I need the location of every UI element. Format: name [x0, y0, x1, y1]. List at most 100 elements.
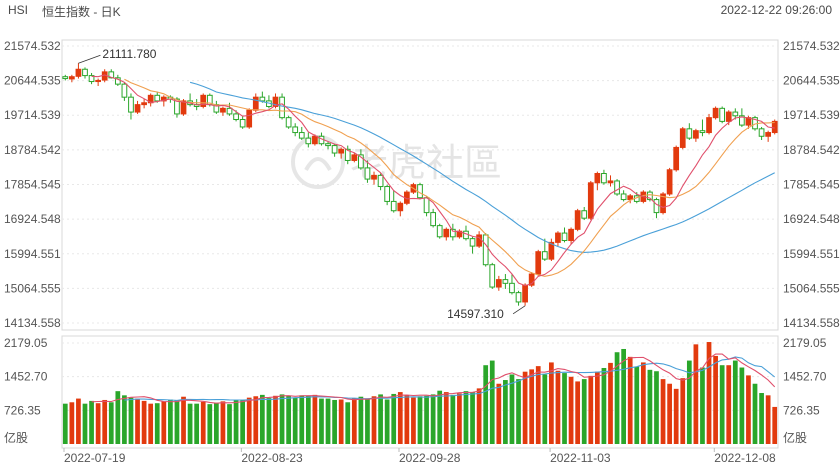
candle-body	[535, 251, 542, 275]
price-axis-left-tick: 18784.542	[4, 143, 61, 157]
candle-body	[679, 128, 686, 148]
volume-bar	[759, 393, 764, 444]
volume-bar	[732, 360, 738, 444]
volume-bar	[443, 392, 449, 444]
volume-bar	[82, 403, 88, 444]
volume-ma5-line	[91, 353, 776, 404]
volume-bar	[496, 383, 502, 444]
volume-bar	[411, 397, 416, 444]
price-axis-left-tick: 17854.545	[4, 178, 61, 192]
price-axis-left-tick: 19714.539	[4, 108, 61, 122]
candle-body	[312, 135, 318, 145]
volume-bar	[430, 394, 436, 444]
volume-bar	[575, 381, 581, 444]
price-axis-right-tick: 15064.555	[783, 281, 840, 295]
candle-body	[548, 241, 555, 260]
volume-bar	[752, 383, 758, 444]
candle-body	[423, 197, 430, 214]
volume-bar	[614, 352, 620, 444]
volume-bar	[746, 375, 751, 444]
volume-bar	[214, 402, 219, 444]
volume-bar	[594, 371, 600, 444]
candle-body	[344, 148, 351, 161]
candle-body	[272, 96, 279, 107]
volume-bar	[397, 392, 403, 444]
candle-body	[252, 96, 259, 111]
volume-bar	[509, 374, 515, 444]
volume-bar	[371, 396, 377, 444]
candle-body	[482, 234, 489, 266]
volume-bar	[693, 344, 699, 444]
volume-bar	[549, 362, 554, 444]
volume-bar	[417, 396, 423, 444]
volume-bar	[463, 391, 469, 444]
volume-bar	[312, 394, 318, 444]
volume-bar	[726, 365, 732, 444]
volume-axis-right-tick: 1452.70	[783, 370, 827, 384]
candle-body	[594, 172, 601, 184]
candle-body	[712, 107, 719, 119]
volume-bar	[292, 397, 298, 444]
candle-body	[502, 279, 509, 284]
volume-bar	[457, 393, 462, 444]
price-axis-right-tick: 20644.535	[783, 74, 840, 88]
volume-axis-right-tick: 726.35	[783, 403, 820, 417]
volume-bar	[207, 404, 213, 444]
price-axis-right-tick: 14134.558	[783, 316, 840, 330]
candle-body	[627, 195, 634, 201]
volume-bar	[562, 373, 567, 444]
price-ma20-line	[189, 81, 775, 253]
candle-body	[128, 96, 134, 113]
candle-body	[568, 228, 574, 242]
candle-body	[515, 292, 522, 303]
volume-bar	[437, 390, 443, 444]
candle-body	[647, 191, 653, 201]
volume-bar	[522, 371, 528, 444]
candle-body	[95, 79, 101, 83]
price-axis-left-tick: 15994.551	[4, 247, 61, 261]
volume-bar	[338, 399, 344, 444]
volume-bar	[128, 397, 134, 444]
candle-body	[653, 199, 660, 214]
volume-bar	[608, 362, 613, 444]
volume-axis-left-tick: 2179.05	[4, 336, 48, 350]
volume-bar	[621, 348, 626, 444]
volume-bar	[122, 395, 127, 444]
candle-body	[82, 68, 88, 77]
volume-bar	[319, 398, 324, 444]
price-axis-right-tick: 19714.539	[783, 108, 840, 122]
volume-bar	[102, 399, 108, 444]
volume-bar	[503, 380, 508, 444]
volume-bar	[647, 369, 653, 444]
price-axis-right-tick: 21574.532	[783, 39, 840, 53]
candle-body	[555, 232, 561, 243]
candle-body	[233, 113, 239, 121]
candle-body	[390, 200, 397, 212]
candle-body	[739, 115, 745, 126]
volume-bar	[365, 399, 370, 444]
volume-bar	[568, 376, 574, 444]
volume-bar	[69, 402, 75, 444]
candle-body	[338, 148, 345, 154]
candle-body	[298, 132, 305, 139]
candle-body	[285, 117, 292, 128]
candle-body	[200, 94, 207, 107]
volume-bar	[384, 399, 390, 444]
volume-bar	[240, 399, 246, 444]
candle-body	[68, 76, 75, 80]
candle-body	[292, 126, 299, 134]
volume-bar	[719, 365, 725, 444]
candle-body	[174, 98, 180, 115]
volume-bar	[332, 399, 337, 444]
volume-bar	[76, 398, 81, 444]
volume-bar	[489, 360, 495, 444]
volume-bar	[654, 371, 659, 444]
x-axis-date-label: 2022-07-19	[64, 451, 126, 465]
volume-bar	[378, 394, 383, 444]
volume-bar	[529, 369, 535, 444]
volume-bar	[555, 370, 561, 444]
volume-bar	[220, 401, 226, 444]
price-axis-right-tick: 17854.545	[783, 178, 840, 192]
candle-body	[686, 128, 693, 139]
